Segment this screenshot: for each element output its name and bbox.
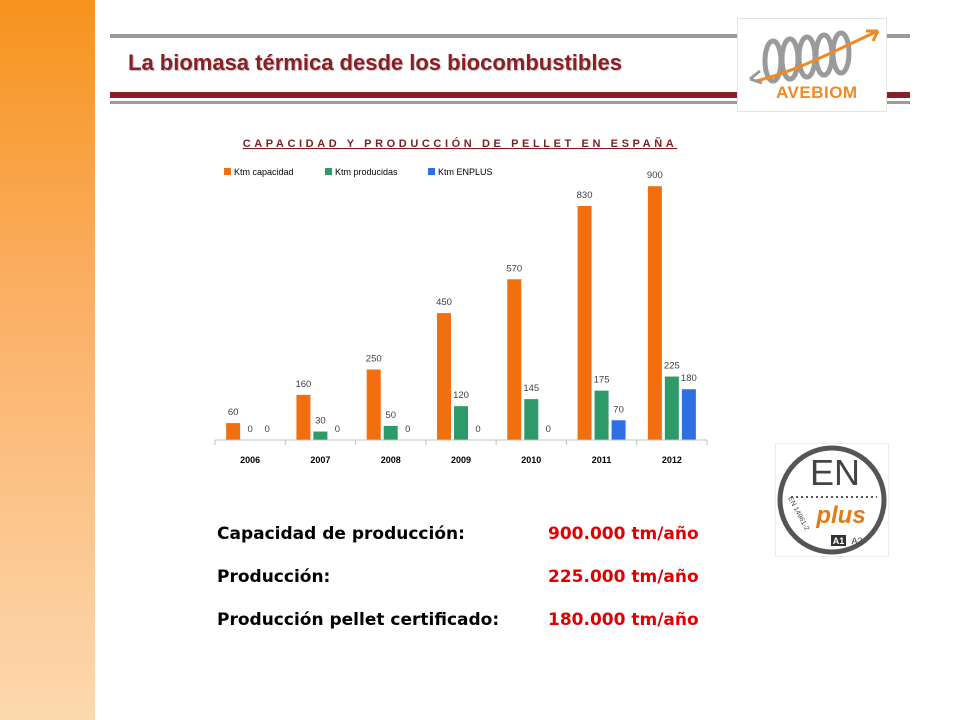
bar-produced-2008 [383, 425, 398, 440]
legend-swatch-capacity [224, 168, 231, 175]
summary-label-capacity: Capacidad de producción: [217, 524, 465, 544]
bar-capacity-2011 [577, 205, 592, 440]
data-label-enplus-2007: 0 [335, 424, 340, 435]
summary-value-capacity: 900.000 tm/año [548, 524, 699, 544]
summary-value-certified: 180.000 tm/año [548, 610, 699, 630]
pellet-chart: CAPACIDAD Y PRODUCCIÓN DE PELLET EN ESPA… [214, 137, 708, 465]
x-tick-label: 2007 [310, 455, 330, 465]
chart-data-labels: 600 0160300250500450120057014508301757090… [228, 170, 697, 435]
bar-capacity-2009 [437, 313, 451, 440]
data-label-produced-2006: 0 [247, 424, 252, 435]
chart-title: CAPACIDAD Y PRODUCCIÓN DE PELLET EN ESPA… [243, 137, 678, 150]
x-tick-label: 2012 [662, 455, 682, 465]
bar-enplus-2011 [611, 420, 626, 440]
bar-capacity-2007 [296, 394, 311, 440]
avebiom-logo: AVEBIOM [737, 18, 887, 112]
x-tick-label: 2008 [381, 455, 401, 465]
legend-swatch-produced [325, 168, 332, 175]
data-label-enplus-2008: 0 [405, 424, 410, 435]
legend-label-produced: Ktm producidas [335, 167, 398, 177]
summary-block: Capacidad de producción: 900.000 tm/año … [217, 524, 717, 653]
header-bottom-thin-rule [110, 101, 910, 104]
summary-label-production: Producción: [217, 567, 331, 587]
enplus-certification-icon: EN plus EN 14961-2 A1 A2 [775, 443, 889, 557]
bar-produced-2010 [524, 399, 539, 440]
data-label-enplus-2011: 70 [613, 404, 624, 415]
x-tick-label: 2011 [592, 455, 612, 465]
bar-produced-2011 [594, 390, 609, 440]
summary-label-certified: Producción pellet certificado: [217, 610, 500, 630]
x-tick-label: 2006 [240, 455, 260, 465]
header-top-rule [110, 34, 910, 38]
badge-en-text: EN [810, 452, 860, 493]
bar-enplus-2012 [681, 389, 696, 440]
x-axis-ticks: 2006 2007 2008 2009 2010 2011 2012 [214, 440, 708, 465]
x-tick-label: 2010 [521, 455, 541, 465]
data-label-enplus-2010: 0 [546, 424, 551, 435]
left-decorative-band [0, 0, 95, 720]
data-label-produced-2007: 30 [315, 416, 326, 427]
data-label-capacity-2007: 160 [295, 379, 311, 390]
x-tick-label: 2009 [451, 455, 471, 465]
data-label-capacity-2011: 830 [577, 190, 593, 201]
data-label-capacity-2006: 60 [228, 407, 239, 418]
bar-produced-2009 [454, 406, 468, 440]
data-label-produced-2008: 50 [385, 410, 396, 421]
summary-value-production: 225.000 tm/año [548, 567, 699, 587]
bar-capacity-2012 [647, 186, 662, 440]
bar-capacity-2010 [507, 279, 522, 440]
data-label-enplus-2006: 0 [264, 424, 269, 435]
header-bottom-rule [110, 92, 910, 98]
logo-text: AVEBIOM [776, 83, 858, 102]
legend-label-enplus: Ktm ENPLUS [438, 167, 493, 177]
data-label-produced-2012: 225 [664, 361, 680, 372]
data-label-produced-2010: 145 [523, 383, 539, 394]
data-label-capacity-2012: 900 [647, 170, 663, 181]
chart-legend: Ktm capacidad Ktm producidas Ktm ENPLUS [224, 167, 493, 177]
summary-row-production: Producción: 225.000 tm/año [217, 567, 717, 610]
chart-bars [226, 186, 696, 440]
bar-produced-2012 [664, 376, 679, 440]
data-label-produced-2009: 120 [453, 390, 469, 401]
summary-row-certified: Producción pellet certificado: 180.000 t… [217, 610, 717, 653]
data-label-enplus-2009: 0 [475, 424, 480, 435]
badge-plus-text: plus [815, 502, 865, 529]
legend-swatch-enplus [428, 168, 435, 175]
data-label-capacity-2008: 250 [366, 354, 382, 365]
data-label-capacity-2009: 450 [436, 297, 452, 308]
page-title: La biomasa térmica desde los biocombusti… [128, 50, 622, 75]
avebiom-logo-icon [749, 29, 880, 85]
data-label-enplus-2012: 180 [681, 373, 697, 384]
bar-produced-2007 [313, 431, 328, 440]
bar-capacity-2008 [366, 369, 381, 440]
summary-row-capacity: Capacidad de producción: 900.000 tm/año [217, 524, 717, 567]
badge-a1-text: A1 [833, 536, 845, 546]
legend-label-capacity: Ktm capacidad [234, 167, 294, 177]
data-label-capacity-2010: 570 [506, 263, 522, 274]
bar-capacity-2006 [226, 423, 241, 440]
badge-a2-text: A2 [851, 536, 862, 546]
data-label-produced-2011: 175 [594, 375, 610, 386]
